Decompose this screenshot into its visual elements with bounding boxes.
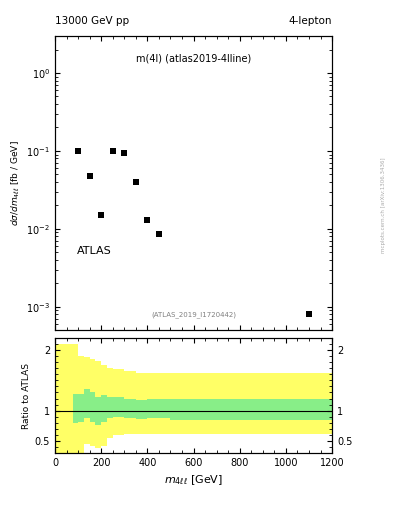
Text: m(4l) (atlas2019-4lline): m(4l) (atlas2019-4lline) (136, 54, 251, 63)
X-axis label: $m_{4\ell\ell}$ [GeV]: $m_{4\ell\ell}$ [GeV] (164, 474, 223, 487)
Y-axis label: Ratio to ATLAS: Ratio to ATLAS (22, 362, 31, 429)
Text: (ATLAS_2019_I1720442): (ATLAS_2019_I1720442) (151, 312, 236, 318)
Text: ATLAS: ATLAS (77, 246, 112, 256)
Text: 13000 GeV pp: 13000 GeV pp (55, 15, 129, 26)
Text: 4-lepton: 4-lepton (288, 15, 332, 26)
Y-axis label: $d\sigma/dm_{4\ell\ell}$ [fb / GeV]: $d\sigma/dm_{4\ell\ell}$ [fb / GeV] (9, 140, 22, 226)
Text: mcplots.cern.ch [arXiv:1306.3436]: mcplots.cern.ch [arXiv:1306.3436] (381, 157, 386, 252)
